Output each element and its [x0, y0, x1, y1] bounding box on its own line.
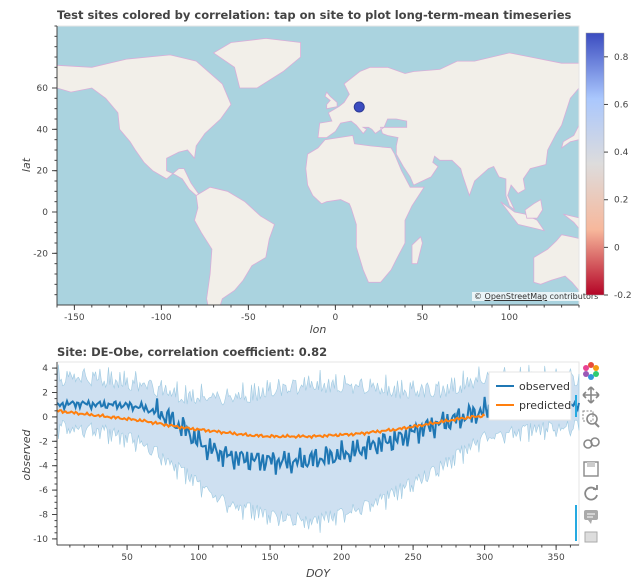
- save-icon[interactable]: [580, 458, 602, 480]
- active-tool-indicator-2: [575, 505, 577, 541]
- map-y-label: lat: [20, 157, 33, 172]
- land-eurasia: [317, 52, 579, 211]
- wheel-zoom-icon[interactable]: [580, 432, 602, 454]
- ts-y-tick-label: -6: [39, 486, 48, 496]
- colorbar-tick-label: 0.6: [614, 100, 629, 110]
- map-y-tick-label: -20: [33, 249, 48, 259]
- ts-title: Site: DE-Obe, correlation coefficient: 0…: [57, 345, 328, 359]
- site-point-DE-Obe[interactable]: [353, 101, 365, 113]
- ts-y-tick-label: 2: [42, 389, 48, 399]
- reset-icon[interactable]: [580, 482, 602, 504]
- colorbar-tick-label: 0.2: [614, 196, 628, 206]
- map-x-tick-label: 100: [501, 313, 518, 323]
- map-y-axis: -20 0 20 40 60: [33, 25, 58, 305]
- colorbar-ticks: -0.2 0 0.2 0.4 0.6 0.8: [604, 53, 632, 300]
- land-madagascar: [411, 236, 423, 265]
- map-x-tick-label: -100: [151, 313, 172, 323]
- colorbar-tick-label: 0.4: [614, 148, 629, 158]
- tap-icon[interactable]: [580, 530, 602, 544]
- ts-x-axis: 50 100 150 200 250 300 350: [57, 544, 579, 563]
- ts-y-tick-label: -10: [33, 535, 48, 545]
- colorbar: -0.2 0 0.2 0.4 0.6 0.8: [585, 32, 632, 300]
- box-zoom-icon[interactable]: [580, 408, 602, 430]
- hover-icon[interactable]: [580, 506, 602, 528]
- ts-x-tick-label: 150: [261, 553, 278, 563]
- legend-predicted-label: predicted: [519, 399, 571, 412]
- ts-frame: [56, 361, 580, 546]
- map-y-tick-label: 20: [37, 167, 49, 177]
- map-y-tick-label: 40: [37, 125, 49, 135]
- pan-icon[interactable]: [580, 384, 602, 406]
- land-new-guinea: [563, 213, 579, 230]
- ts-y-tick-label: -8: [39, 511, 48, 521]
- ts-x-tick-label: 100: [190, 553, 207, 563]
- colorbar-gradient: [585, 32, 605, 296]
- land-australia: [533, 234, 579, 291]
- map-x-tick-label: -150: [64, 313, 85, 323]
- ts-y-tick-label: 4: [42, 364, 48, 374]
- legend-box: [488, 371, 572, 421]
- map-plot[interactable]: -150 -100 -50 0 50 100 -20 0 20 40 60 lon lat: [0, 0, 638, 340]
- land-indonesia: [500, 201, 546, 232]
- land-greenland: [212, 37, 302, 89]
- land-uk: [324, 91, 338, 110]
- map-x-axis: -150 -100 -50 0 50 100: [56, 304, 580, 323]
- osm-link[interactable]: OpenStreetMap: [484, 292, 548, 301]
- legend-observed-label: observed: [519, 380, 570, 393]
- active-tool-indicator: [575, 395, 577, 417]
- land-north-america: [57, 54, 232, 196]
- map-x-label: lon: [310, 323, 327, 336]
- predicted-line: [56, 409, 486, 440]
- ts-x-tick-label: 300: [476, 553, 493, 563]
- ts-x-tick-label: 50: [121, 553, 133, 563]
- map-x-tick-label: 0: [333, 313, 339, 323]
- ts-x-tick-label: 350: [548, 553, 565, 563]
- colorbar-tick-label: 0.8: [614, 53, 629, 63]
- map-y-tick-label: 60: [37, 84, 49, 94]
- bokeh-logo-icon[interactable]: [580, 360, 602, 382]
- map-land: [57, 37, 579, 305]
- legend: observed predicted: [488, 371, 572, 421]
- ts-y-axis: -10 -8 -6 -4 -2 0 2 4: [33, 362, 58, 545]
- observed-line: [56, 396, 580, 475]
- ts-x-tick-label: 200: [333, 553, 350, 563]
- colorbar-tick-label: -0.2: [614, 291, 632, 300]
- site-points[interactable]: [353, 101, 365, 113]
- ts-x-label: DOY: [306, 567, 331, 580]
- land-japan: [560, 124, 579, 149]
- osm-attribution: © OpenStreetMap contributors: [472, 292, 601, 301]
- map-y-tick-label: 0: [42, 208, 48, 218]
- ts-y-tick-label: -2: [39, 437, 48, 447]
- land-africa: [305, 135, 425, 283]
- ts-y-label: observed: [20, 428, 33, 480]
- map-x-tick-label: 50: [417, 313, 429, 323]
- land-borneo: [524, 198, 543, 219]
- observed-range-band: [56, 364, 580, 533]
- map-x-tick-label: -50: [241, 313, 256, 323]
- colorbar-tick-label: 0: [614, 243, 620, 253]
- ts-x-tick-label: 250: [405, 553, 422, 563]
- ts-y-tick-label: -4: [39, 462, 48, 472]
- ts-y-tick-label: 0: [42, 413, 48, 423]
- land-south-america: [194, 186, 275, 305]
- map-title: Test sites colored by correlation: tap o…: [57, 8, 572, 22]
